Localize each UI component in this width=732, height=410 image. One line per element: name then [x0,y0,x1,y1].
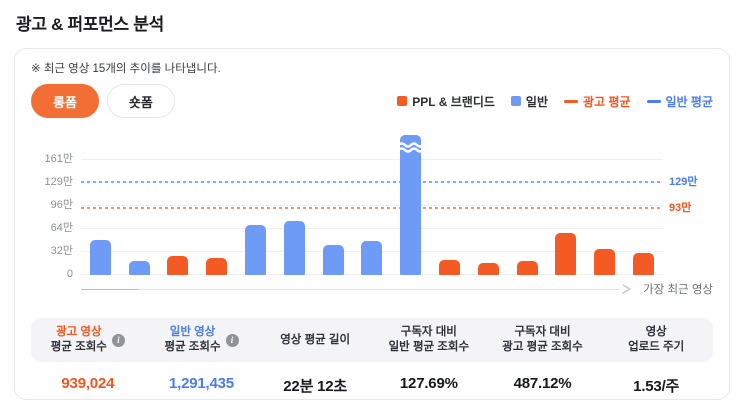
y-tick-label: 64만 [50,222,73,235]
info-icon[interactable]: i [111,333,125,347]
stat-header-normal-avg-views: 일반 영상 평균 조회수 i [145,325,259,355]
bar-normal[interactable] [322,245,344,275]
stat-header-ad-avg-views: 광고 영상 평균 조회수 i [31,325,145,355]
bar-ad[interactable] [633,252,655,275]
legend-label: 일반 [525,94,548,109]
bars [81,135,663,275]
stat-value-ad-avg-views: 939,024 [61,375,115,392]
ad-average-dash-icon [564,99,578,103]
legend-item-ppl-branded[interactable]: PPL & 브랜디드 [397,93,495,110]
legend-item-normal-average[interactable]: 일반 평균 [646,93,714,110]
bar-normal[interactable] [128,260,150,275]
stat-title-line: 광고 평균 조회수 [502,341,583,353]
page-title: 광고 & 퍼포먼스 분석 [16,15,164,34]
legend-label: 광고 평균 [583,94,631,109]
stat-title-line: 업로드 주기 [628,341,685,353]
bar-ad[interactable] [594,248,616,275]
stat-title-line: 평균 조회수 [50,341,107,353]
stats-values-row: 939,024 1,291,435 22분 12초 127.69% 487.12… [31,375,713,396]
stat-title-line: 구독자 대비 [514,326,571,338]
normal-average-dash-icon [646,99,661,103]
ad-average-value-label: 93만 [669,201,692,214]
stat-title-line: 광고 영상 [56,326,102,338]
bar-normal[interactable] [361,241,383,275]
info-icon[interactable]: i [225,333,239,347]
y-tick-label: 32만 [50,245,73,258]
stat-value-ad-views-vs-subscribers: 487.12% [513,375,572,392]
stat-title-line: 영상 [645,326,667,338]
bar-normal[interactable] [89,240,111,275]
x-axis-arrow-icon [622,284,631,294]
stat-value-normal-views-vs-subscribers: 127.69% [399,375,458,392]
legend: PPL & 브랜디드 일반 광고 평균 일반 평균 [397,93,713,110]
toolbar: 롱폼 숏폼 PPL & 브랜디드 일반 광고 평균 일반 평균 [31,83,713,119]
gridline [81,159,663,160]
shortform-button[interactable]: 숏폼 [106,84,175,118]
normal-swatch-icon [510,96,521,106]
stat-title-line: 일반 평균 조회수 [388,341,470,353]
chart: 161만 129만 96만 64만 32만 0 129만 93만 [31,135,713,280]
legend-item-normal[interactable]: 일반 [510,93,548,110]
normal-average-value-label: 129만 [669,175,698,188]
stat-value-normal-avg-views: 1,291,435 [169,375,234,392]
legend-item-ad-average[interactable]: 광고 평균 [564,93,631,110]
plot-area [81,135,663,275]
ad-average-line [81,206,663,209]
chart-note: ※ 최근 영상 15개의 추이를 나타냅니다. [31,63,221,75]
y-tick-label: 0 [66,268,73,280]
y-tick-label: 96만 [50,199,73,212]
analysis-card: ※ 최근 영상 15개의 추이를 나타냅니다. 롱폼 숏폼 PPL & 브랜디드… [14,48,730,400]
bar-ad[interactable] [516,260,538,275]
bar-ad[interactable] [555,232,577,275]
stat-title-line: 영상 평균 길이 [280,333,351,346]
stat-title-line: 일반 영상 [169,326,216,338]
x-axis: 가장 최근 영상 [81,282,713,296]
stat-title-line: 평균 조회수 [164,341,221,353]
bar-ad[interactable] [477,262,499,275]
legend-label: PPL & 브랜디드 [412,94,495,109]
bar-normal[interactable] [283,220,305,275]
x-axis-end-label: 가장 최근 영상 [643,284,713,296]
bar-normal-truncated[interactable] [398,135,424,275]
stat-header-upload-frequency: 영상 업로드 주기 [599,325,713,355]
normal-average-line [81,180,663,183]
stat-value-upload-frequency: 1.53/주 [633,378,680,395]
y-tick-label: 129만 [44,175,73,188]
gridline [81,205,663,207]
stat-header-avg-video-length: 영상 평균 길이 [258,333,372,348]
bar-ad[interactable] [206,257,228,275]
bar-ad[interactable] [439,260,461,275]
stat-header-normal-views-vs-subscribers: 구독자 대비 일반 평균 조회수 [372,325,486,355]
stat-value-avg-video-length: 22분 12초 [283,378,348,395]
bar-ad[interactable] [167,255,189,275]
ppl-branded-swatch-icon [397,96,408,106]
x-axis-line [81,288,621,290]
stat-header-ad-views-vs-subscribers: 구독자 대비 광고 평균 조회수 [486,325,600,355]
legend-label: 일반 평균 [665,94,714,109]
bar-normal[interactable] [245,225,267,275]
stat-title-line: 구독자 대비 [400,326,457,338]
y-tick-label: 161만 [44,153,73,165]
gridline [81,228,663,230]
longform-button[interactable]: 롱폼 [31,84,99,118]
page: 광고 & 퍼포먼스 분석 ※ 최근 영상 15개의 추이를 나타냅니다. 롱폼 … [14,15,730,400]
average-labels-gutter: 129만 93만 [663,135,713,275]
bar-break-icon [398,142,424,153]
y-axis: 161만 129만 96만 64만 32만 0 [31,135,81,280]
stats-header-row: 광고 영상 평균 조회수 i 일반 영상 평균 조회수 i 영상 평균 길이 [31,318,713,362]
